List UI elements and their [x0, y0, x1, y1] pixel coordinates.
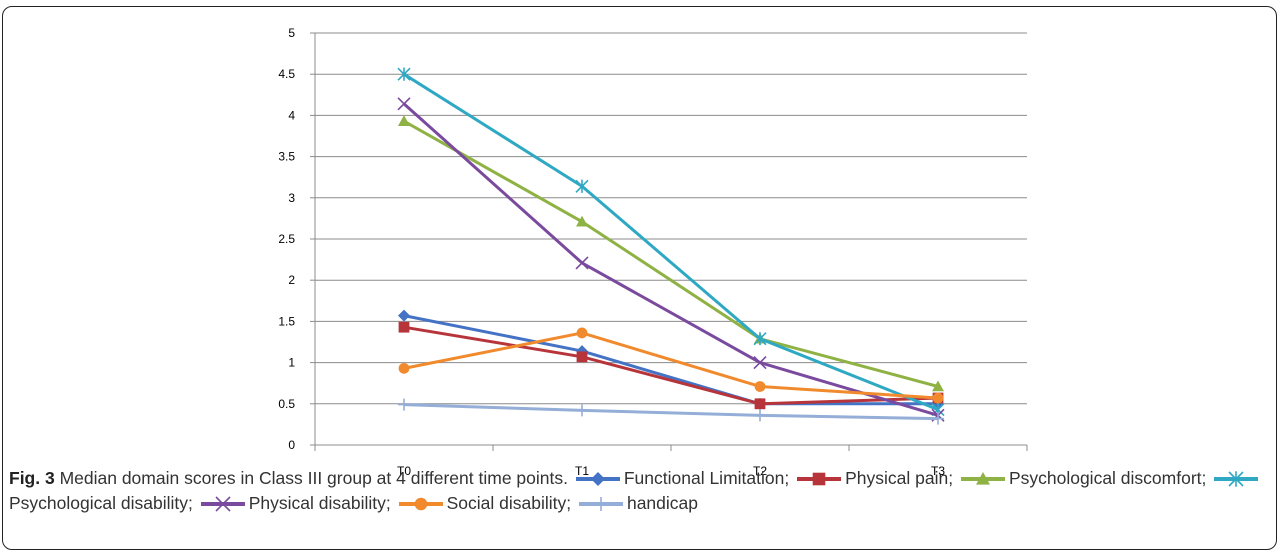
y-tick-label: 3.5 [278, 150, 295, 164]
y-tick-label: 3 [288, 191, 295, 205]
series-psychological-disability [397, 67, 945, 417]
data-point [398, 398, 410, 411]
data-point [754, 381, 766, 392]
data-point [397, 97, 411, 111]
x-tick-label: T1 [575, 464, 589, 478]
series-physical-disability [397, 97, 945, 422]
series-line [403, 102, 939, 417]
x-tick-label: T0 [397, 464, 411, 478]
data-point [932, 380, 944, 392]
y-tick-label: 2.5 [278, 232, 295, 246]
legend-separator: ; [948, 468, 958, 488]
y-tick-label: 0 [288, 438, 295, 452]
data-point [576, 351, 588, 363]
legend-separator: ; [187, 493, 198, 513]
y-tick-label: 5 [288, 26, 295, 40]
legend-swatch [398, 498, 443, 511]
data-point [575, 179, 589, 193]
series-layer [397, 67, 945, 425]
legend-swatch [797, 473, 842, 486]
legend-swatch [578, 497, 623, 512]
y-tick-label: 1.5 [278, 314, 295, 328]
legend-label: Physical pain [845, 468, 949, 488]
legend-swatch [575, 472, 620, 487]
data-point [576, 404, 588, 417]
series-line [403, 325, 939, 406]
data-point [575, 256, 589, 270]
caption-text: Median domain scores in Class III group … [54, 468, 573, 488]
data-point [754, 409, 766, 422]
legend-separator: ; [1201, 468, 1212, 488]
legend-label: handicap [626, 493, 699, 513]
legend-label: Functional Limitation [623, 468, 785, 488]
legend-separator: ; [784, 468, 795, 488]
data-point [932, 392, 944, 404]
y-tick-label: 4 [288, 108, 295, 122]
legend-swatch [1214, 471, 1259, 488]
grid-layer [315, 32, 1027, 405]
axis-layer: 0 0.5 1 1.5 2 2.5 3 3.5 4 4.5 5 T0 T1 T2 T3 [278, 26, 1028, 478]
series-line [403, 403, 939, 421]
figure-frame [2, 6, 1277, 550]
series-line [403, 314, 938, 406]
legend-label: Physical disability [248, 493, 386, 513]
figure-caption: Fig. 3 Median domain scores in Class III… [9, 466, 1274, 516]
series-handicap [398, 398, 944, 425]
series-social-disability [398, 327, 944, 404]
x-tick-label: T3 [931, 464, 945, 478]
y-tick-label: 0.5 [278, 397, 295, 411]
data-point [397, 67, 411, 81]
data-point [576, 215, 588, 227]
series-line [403, 72, 939, 411]
data-point [754, 398, 766, 410]
legend-swatch [960, 472, 1005, 485]
data-point [398, 362, 410, 374]
legend-separator: ; [566, 493, 576, 513]
y-tick-label: 1 [288, 356, 295, 370]
data-point [932, 412, 944, 425]
data-point [398, 115, 410, 126]
data-point [398, 321, 410, 333]
series-line [403, 119, 939, 388]
legend-label: Psychological disability [9, 493, 188, 513]
legend-separator: ; [385, 493, 396, 513]
series-line [403, 331, 939, 400]
data-point [753, 356, 767, 370]
legend-label: Social disability [446, 493, 567, 513]
y-tick-label: 4.5 [278, 67, 295, 81]
data-point [576, 327, 588, 339]
x-tick-label: T2 [753, 464, 767, 478]
figure-label: Fig. 3 [9, 468, 55, 488]
caption-legend: Functional Limitation; Physical pain; Ps… [9, 468, 1262, 513]
legend-swatch [200, 496, 245, 512]
legend-label: Psychological discomfort [1008, 468, 1202, 488]
data-point [398, 309, 410, 322]
data-point [753, 332, 767, 346]
y-tick-label: 2 [288, 273, 295, 287]
